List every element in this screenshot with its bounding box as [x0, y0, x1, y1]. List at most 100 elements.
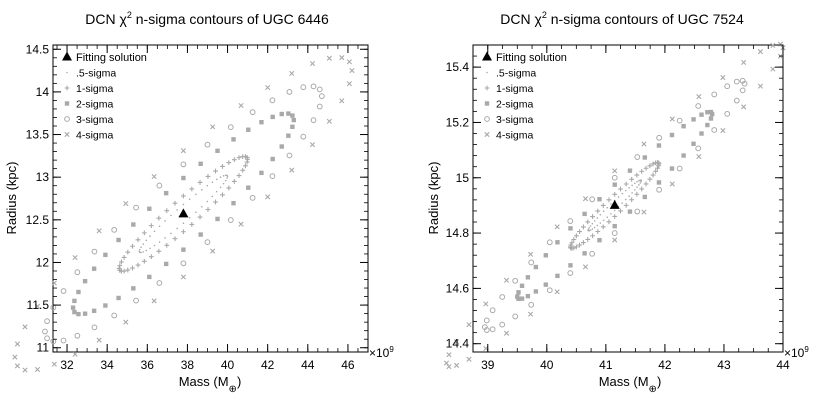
contour-point-dot-sigma0: [140, 251, 142, 254]
contour-point-cross-sigma4: [741, 104, 747, 110]
legend-label: 1-sigma: [496, 83, 534, 95]
contour-point-cross-sigma4: [612, 237, 618, 243]
contour-point-square-sigma2: [279, 144, 284, 149]
contour-point-cross-sigma4: [503, 330, 510, 336]
y-axis-ticks: 11 11.5 12 12.5 13 13.5 14 14.5: [26, 42, 368, 355]
contour-point-plus-sigma1: [643, 165, 649, 171]
contour-point-plus-sigma1: [656, 163, 662, 169]
legend-label: 3-sigma: [76, 114, 114, 126]
contour-point-square-sigma2: [91, 266, 97, 271]
contour-point-plus-sigma1: [181, 193, 186, 199]
contour-point-circle-sigma3: [724, 110, 731, 117]
x-tick-label: 44: [301, 358, 315, 372]
contour-point-circle-sigma3: [512, 277, 519, 284]
contour-point-plus-sigma1: [571, 237, 577, 242]
contour-point-dot-sigma0: [593, 226, 596, 229]
contour-point-dot-sigma0: [640, 180, 642, 183]
contour-point-dot-sigma0: [633, 182, 636, 185]
contour-point-square-sigma2: [198, 161, 203, 166]
contour-point-circle-sigma3: [133, 204, 139, 211]
contour-point-square-sigma2: [543, 253, 549, 258]
contour-point-plus-sigma1: [189, 222, 195, 227]
contour-point-cross-sigma4: [51, 361, 57, 367]
contour-point-cross-sigma4: [741, 59, 747, 66]
contour-point-plus-sigma1: [135, 262, 141, 268]
contour-point-square-sigma2: [555, 240, 560, 245]
y-axis-ticks: 14.4 14.6 14.8 15 15.2 15.4: [446, 44, 783, 351]
contour-point-circle-sigma3: [180, 260, 187, 267]
contour-point-plus-sigma1: [650, 172, 656, 178]
contour-point-dot-sigma0: [591, 228, 594, 230]
contour-point-square-sigma2: [103, 303, 108, 308]
contour-point-cross-sigma4: [696, 153, 702, 160]
contour-point-cross-sigma4: [22, 367, 28, 373]
contour-point-plus-sigma1: [606, 197, 612, 203]
contour-point-plus-sigma1: [655, 165, 660, 171]
contour-point-plus-sigma1: [581, 224, 586, 230]
contour-point-plus-sigma1: [585, 237, 591, 242]
legend-label: 3-sigma: [496, 114, 534, 126]
contour-point-dot-sigma0: [164, 237, 166, 239]
contour-point-square-sigma2: [290, 113, 295, 118]
x-axis-exponent: ×109: [784, 345, 809, 360]
contour-point-square-sigma2: [82, 311, 88, 316]
contour-point-dot-sigma0: [628, 186, 630, 189]
contour-point-square-sigma2: [76, 311, 81, 317]
contour-point-dot-sigma0: [153, 244, 156, 247]
contour-point-cross-sigma4: [309, 142, 316, 148]
contour-point-square-sigma2: [699, 112, 704, 117]
legend-label: 4-sigma: [496, 130, 534, 142]
contour-point-circle-sigma3: [634, 208, 641, 215]
contour-point-circle-sigma3: [711, 127, 718, 133]
x-tick-label: 38: [181, 358, 195, 372]
x-tick-label: 40: [221, 358, 235, 372]
x-tick-label: 36: [141, 358, 155, 372]
contour-point-circle-sigma3: [42, 328, 48, 335]
contour-point-dot-sigma0: [149, 235, 151, 237]
contour-point-dot-sigma0: [176, 227, 178, 230]
contour-point-square-sigma2: [103, 252, 108, 258]
y-tick-label: 14: [36, 85, 50, 99]
contour-point-plus-sigma1: [577, 229, 582, 234]
contour-point-circle-sigma3: [567, 270, 574, 276]
contour-point-cross-sigma4: [265, 194, 271, 200]
contour-point-cross-sigma4: [238, 102, 244, 109]
contour-point-square-sigma2: [597, 237, 602, 243]
legend-label: 4-sigma: [76, 130, 114, 142]
contour-point-circle-sigma3: [676, 117, 683, 124]
contour-point-plus-sigma1: [213, 199, 218, 205]
legend-label: 2-sigma: [496, 99, 534, 111]
contour-point-square-sigma2: [516, 290, 521, 295]
fitting-solution-marker: [609, 199, 620, 209]
contour-point-circle-sigma3: [269, 173, 276, 179]
contour-point-cross-sigma4: [72, 351, 78, 357]
contour-point-circle-sigma3: [546, 239, 553, 246]
contour-point-dot-sigma0: [140, 246, 142, 249]
contour-point-dot-sigma0: [224, 174, 227, 177]
contour-point-plus-sigma1: [606, 219, 612, 225]
x-axis-label: Mass (M⊕): [599, 374, 662, 395]
legend: Fitting solution .5-sigma 1-sigma 2-sigma 3-…: [62, 51, 147, 142]
contour-point-cross-sigma4: [346, 59, 352, 65]
contour-point-cross-sigma4: [527, 311, 534, 317]
contour-point-plus-sigma1: [577, 242, 582, 248]
contour-point-plus-sigma1: [629, 197, 635, 203]
contour-point-dot-sigma0: [215, 178, 218, 181]
contour-point-plus-sigma1: [595, 229, 601, 234]
contour-point-dot-sigma0: [142, 251, 145, 253]
contour-point-dot-sigma0: [158, 241, 161, 243]
contour-point-circle-sigma3: [589, 196, 596, 203]
contour-point-square-sigma2: [246, 185, 251, 190]
contour-point-circle-sigma3: [695, 103, 702, 109]
contour-point-plus-sigma1: [205, 207, 211, 212]
contour-point-circle-sigma3: [733, 78, 740, 85]
legend-marker-square: [484, 101, 490, 106]
contour-point-dot-sigma0: [588, 227, 591, 229]
contour-point-dot-sigma0: [596, 224, 599, 227]
contour-point-cross-sigma4: [289, 70, 295, 77]
contour-point-circle-sigma3: [676, 165, 683, 172]
contour-point-dot-sigma0: [219, 176, 222, 179]
y-tick-label: 14.6: [446, 281, 470, 295]
contour-point-circle-sigma3: [611, 230, 618, 236]
contour-point-cross-sigma4: [770, 66, 776, 72]
